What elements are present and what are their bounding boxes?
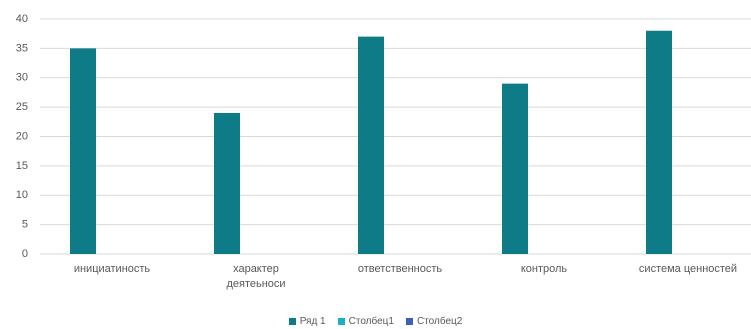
x-tick-label: инициатиность	[73, 263, 151, 275]
legend-item: Столбец1	[337, 316, 394, 327]
legend: Ряд 1 Столбец1 Столбец2	[0, 316, 751, 327]
legend-item: Столбец2	[405, 316, 463, 327]
legend-swatch	[337, 318, 345, 325]
bar	[358, 36, 384, 254]
bar	[502, 83, 528, 254]
y-tick-label: 30	[16, 72, 28, 84]
x-tick-label: характер деятеьноси	[226, 263, 286, 290]
legend-item: Ряд 1	[288, 316, 326, 327]
x-tick-label: система ценностей	[638, 263, 738, 275]
y-tick-label: 20	[16, 130, 28, 142]
legend-label: Столбец2	[416, 316, 463, 327]
y-tick-label: 15	[16, 160, 28, 172]
bar	[214, 113, 240, 254]
legend-label: Ряд 1	[299, 316, 326, 327]
y-tick-label: 35	[16, 42, 28, 54]
bar	[646, 30, 672, 254]
legend-swatch	[288, 318, 296, 325]
x-tick-label: контроль	[520, 263, 568, 275]
y-tick-label: 40	[16, 13, 28, 25]
y-tick-label: 25	[16, 101, 28, 113]
y-tick-label: 10	[16, 189, 28, 201]
bar	[70, 48, 96, 254]
x-tick-label: ответственность	[357, 263, 443, 275]
legend-label: Столбец1	[348, 316, 394, 327]
y-tick-label: 5	[22, 219, 28, 231]
y-tick-label: 0	[22, 248, 28, 260]
legend-swatch	[405, 318, 413, 325]
